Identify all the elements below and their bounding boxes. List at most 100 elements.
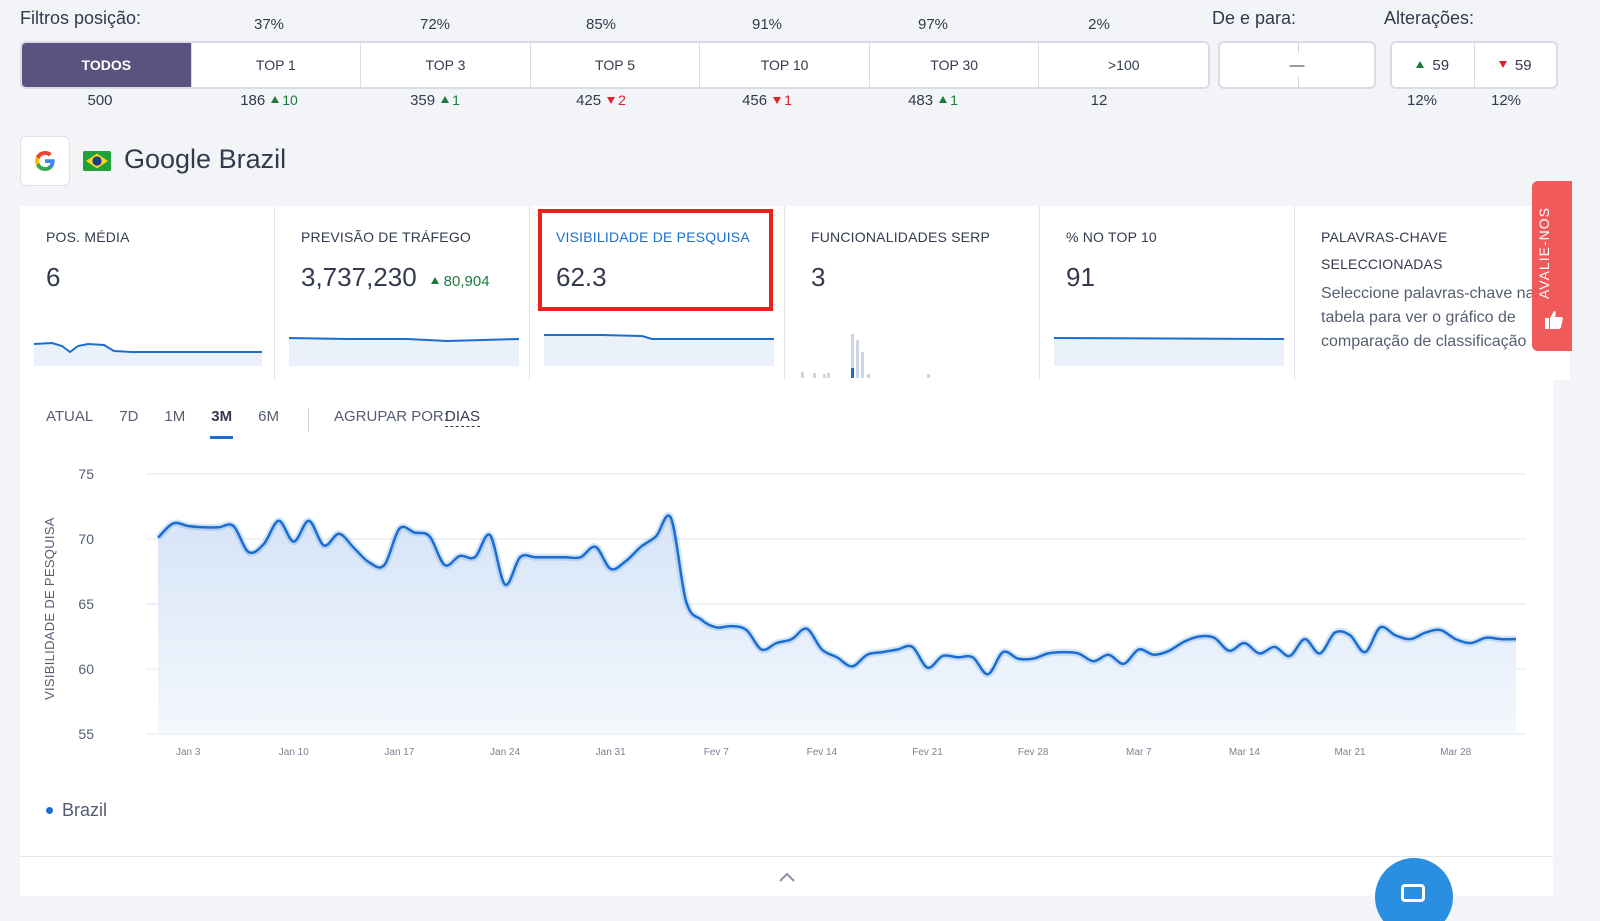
filter-tab-top5[interactable]: TOP 5: [531, 43, 701, 87]
filter-pct-top10: 91%: [751, 16, 783, 33]
card-funcionalidades-serp[interactable]: FUNCIONALIDADES SERP 3: [785, 206, 1040, 380]
filter-count-top1: 186 10: [184, 92, 354, 109]
card-description: Seleccione palavras-chave na tabela para…: [1321, 285, 1535, 350]
up-arrow-icon: [939, 96, 948, 103]
range-tick: [1298, 43, 1299, 53]
count-change: 1: [784, 92, 792, 108]
chart-legend[interactable]: Brazil: [46, 800, 107, 821]
chat-button[interactable]: [1375, 858, 1453, 921]
filter-tab-top10[interactable]: TOP 10: [700, 43, 870, 87]
count-change: 2: [618, 92, 626, 108]
filter-tab-top1[interactable]: TOP 1: [192, 43, 362, 87]
de-para-value: —: [1289, 56, 1305, 74]
series-area-brazil: [158, 515, 1516, 734]
y-tick-label: 70: [78, 531, 94, 547]
filter-pct-top3: 72%: [419, 16, 451, 33]
filter-pct-top30: 97%: [917, 16, 949, 33]
filter-pct-over100: 2%: [1088, 16, 1110, 33]
range-tick: [1298, 77, 1299, 87]
x-tick-label: Fev 28: [1018, 747, 1049, 758]
alteracoes-down-value: 59: [1514, 56, 1532, 74]
card-value: 3,737,230: [301, 262, 417, 292]
card-visibilidade-pesquisa[interactable]: VISIBILIDADE DE PESQUISA 62.3: [530, 206, 785, 380]
card-delta: 80,904: [425, 273, 490, 290]
count-value: 186: [240, 92, 266, 109]
x-tick-label: Mar 21: [1334, 747, 1366, 758]
alteracoes-down-button[interactable]: 59: [1475, 43, 1557, 87]
card-label: FUNCIONALIDADES SERP: [811, 229, 991, 245]
up-arrow-icon: [1416, 60, 1425, 68]
position-filters: Filtros posição: 37% 72% 85% 91% 97% 2% …: [20, 0, 1580, 120]
card-label: PREVISÃO DE TRÁFEGO: [301, 229, 472, 245]
filter-count-top3: 359 1: [350, 92, 520, 109]
card-previsao-trafego[interactable]: PREVISÃO DE TRÁFEGO 3,737,230 80,904: [275, 206, 530, 380]
collapse-bar[interactable]: [20, 856, 1553, 896]
y-tick-label: 75: [78, 466, 94, 482]
filter-count-over100: 12: [1014, 92, 1184, 109]
y-tick-label: 55: [78, 726, 94, 742]
down-arrow-icon: [773, 97, 782, 104]
filter-tab-top3[interactable]: TOP 3: [361, 43, 531, 87]
x-tick-label: Jan 10: [279, 747, 309, 758]
divider: [308, 408, 309, 432]
card-value: 6: [46, 262, 61, 292]
visibility-line-chart: 55 60 65 70 75 Jan 3 Jan 10 Jan 17 Jan 24 Jan 31…: [78, 466, 1526, 758]
chevron-up-icon: [778, 872, 795, 882]
de-para-label: De e para:: [1212, 8, 1297, 28]
x-tick-label: Mar 7: [1126, 747, 1152, 758]
x-tick-label: Fev 21: [912, 747, 943, 758]
highlight-box: [538, 209, 773, 311]
filter-tab-todos[interactable]: TODOS: [22, 43, 192, 87]
filter-count-todos: 500: [15, 92, 185, 109]
group-by-dropdown[interactable]: DIAS: [445, 408, 481, 427]
card-label: % NO TOP 10: [1066, 229, 1157, 245]
serp-bar-chart: [801, 334, 930, 378]
filter-pct-top1: 37%: [253, 16, 285, 33]
position-filter-tabs: TODOS TOP 1 TOP 3 TOP 5 TOP 10 TOP 30 >1…: [20, 41, 1210, 89]
brazil-flag-icon: [83, 151, 111, 171]
up-arrow-icon: [271, 96, 280, 103]
sparkline-pct-top10: [1053, 337, 1284, 366]
card-value: 62.3: [556, 262, 607, 292]
group-by-label: AGRUPAR POR:: [334, 408, 448, 425]
card-pos-media[interactable]: POS. MÉDIA 6: [20, 206, 275, 380]
range-tab-6m[interactable]: 6M: [258, 408, 279, 425]
card-value: 91: [1066, 262, 1095, 292]
range-tab-1m[interactable]: 1M: [164, 408, 186, 425]
card-palavras-chave[interactable]: PALAVRAS-CHAVE SELECCIONADAS Seleccione …: [1295, 206, 1555, 380]
count-value: 359: [410, 92, 436, 109]
alteracoes-up-button[interactable]: 59: [1392, 43, 1475, 87]
alteracoes-label: Alterações:: [1384, 8, 1475, 28]
count-value: 483: [908, 92, 934, 109]
card-label: VISIBILIDADE DE PESQUISA: [556, 229, 750, 245]
y-tick-label: 65: [78, 596, 94, 612]
series-line-brazil: [157, 514, 1517, 676]
x-tick-label: Fev 14: [807, 747, 838, 758]
x-tick-label: Mar 14: [1229, 747, 1261, 758]
range-tab-7d[interactable]: 7D: [119, 408, 139, 425]
legend-dot: [46, 807, 53, 814]
down-arrow-icon: [607, 97, 616, 104]
sparkline-pos-media: [33, 341, 262, 366]
range-tab-atual[interactable]: ATUAL: [46, 408, 94, 425]
up-arrow-icon: [441, 96, 450, 103]
filter-tab-over100[interactable]: >100: [1107, 57, 1140, 73]
x-tick-label: Mar 28: [1440, 747, 1472, 758]
card-value: 3: [811, 262, 826, 292]
feedback-tab[interactable]: AVALIE-NOS: [1532, 181, 1572, 351]
filter-pct-top5: 85%: [585, 16, 617, 33]
range-tab-3m[interactable]: 3M: [210, 408, 233, 439]
filter-count-top30: 483 1: [848, 92, 1018, 109]
chart-panel: ATUAL 7D 1M 3M 6M AGRUPAR POR: DIAS VISI…: [20, 380, 1553, 896]
filters-label: Filtros posição:: [20, 8, 142, 28]
sparkline-visibilidade: [544, 334, 774, 366]
card-pct-top10[interactable]: % NO TOP 10 91: [1040, 206, 1295, 380]
filter-percentages: 37% 72% 85% 91% 97% 2%: [20, 16, 1210, 36]
engine-title: Google Brazil: [124, 144, 287, 174]
down-arrow-icon: [1498, 61, 1507, 68]
alteracoes-up-pct: 12%: [1406, 92, 1438, 109]
count-change: 10: [282, 92, 298, 108]
filter-count-top5: 425 2: [516, 92, 686, 109]
filter-tab-top30[interactable]: TOP 30: [870, 43, 1040, 87]
de-para-range[interactable]: —: [1218, 41, 1376, 89]
